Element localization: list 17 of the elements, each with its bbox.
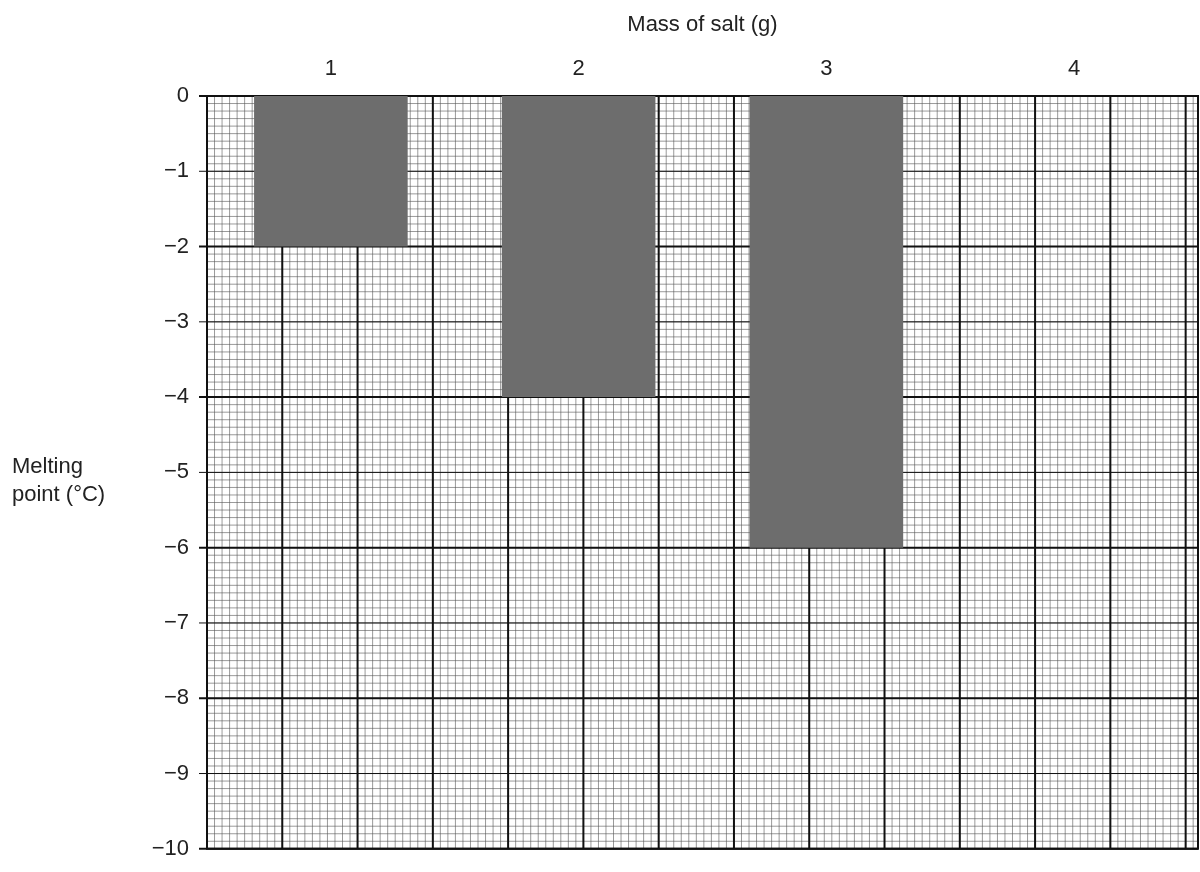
y-tick-label: 0 (176, 82, 189, 108)
x-tick-label: 3 (820, 54, 833, 80)
y-tick-label: −5 (163, 458, 189, 484)
y-tick-label: −4 (163, 383, 189, 409)
y-tick-label: −8 (163, 684, 189, 710)
y-tick-label: −1 (163, 157, 189, 183)
y-tick-label: −6 (163, 533, 189, 559)
y-tick-label: −9 (163, 759, 189, 785)
x-axis-title: Mass of salt (g) (627, 11, 778, 37)
x-tick-label: 4 (1068, 54, 1081, 80)
x-tick-label: 2 (572, 54, 585, 80)
x-tick-label: 1 (324, 54, 337, 80)
y-tick-label: −10 (151, 834, 189, 860)
y-tick-label: −7 (163, 609, 189, 635)
y-axis-title: Melting point (°C) (12, 452, 107, 508)
y-tick-label: −3 (163, 307, 189, 333)
y-tick-label: −2 (163, 232, 189, 258)
